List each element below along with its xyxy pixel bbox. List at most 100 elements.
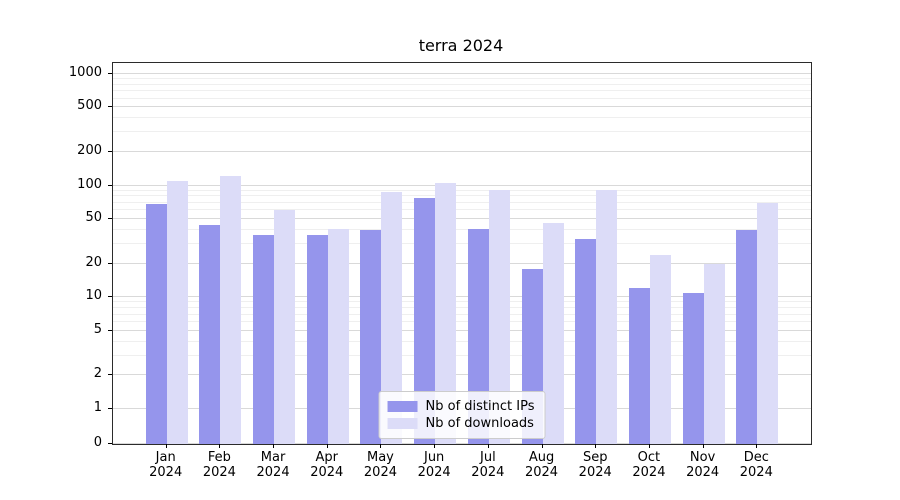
bar-downloads-feb [220,175,242,444]
gridline-minor [113,301,811,303]
gridline-minor [113,229,811,231]
x-tick-mark [273,444,275,448]
bar-downloads-nov [703,263,725,444]
gridline-major [113,374,811,376]
gridline-major [113,72,811,74]
bar-downloads-jun [435,183,457,444]
y-tick-label: 500 [77,98,102,114]
bar-distinct-ips-feb [199,225,221,444]
y-tick-label: 1000 [68,64,102,80]
y-tick-label: 50 [85,210,102,226]
legend-item-downloads: Nb of downloads [387,415,535,432]
x-tick-label: May 2024 [363,450,397,480]
x-tick-mark [487,444,489,448]
plot-area: Nb of distinct IPs Nb of downloads [112,62,812,445]
gridline-minor [113,201,811,203]
y-tick-mark [108,218,112,220]
gridline-major [113,296,811,298]
y-tick-mark [108,262,112,264]
x-tick-label: Feb 2024 [202,450,236,480]
y-tick-mark [108,150,112,152]
bar-distinct-ips-jul [467,228,489,444]
bar-distinct-ips-dec [736,230,758,444]
y-tick-mark [108,443,112,444]
x-tick-mark [756,444,758,448]
y-tick-label: 5 [93,321,102,337]
y-tick-label: 1 [93,400,102,415]
y-tick-mark [108,72,112,74]
gridline-minor [113,307,811,309]
bar-downloads-apr [327,228,349,444]
y-tick-label: 10 [85,288,102,304]
gridline-minor [113,83,811,85]
x-tick-label: Dec 2024 [739,450,773,480]
x-tick-label: Aug 2024 [524,450,559,480]
gridline-minor [113,321,811,323]
x-tick-label: Apr 2024 [310,450,344,480]
bar-distinct-ips-jan [145,204,167,444]
y-tick-mark [108,329,112,331]
bar-downloads-oct [649,254,671,444]
x-tick-mark [219,444,221,448]
x-tick-label: Oct 2024 [632,450,666,480]
y-tick-mark [108,296,112,298]
x-tick-mark [165,444,167,448]
bar-downloads-sep [596,189,618,444]
bar-distinct-ips-mar [253,235,275,444]
y-tick-label: 100 [77,176,102,192]
y-tick-label: 2 [93,366,102,382]
bar-distinct-ips-sep [575,239,597,444]
bar-distinct-ips-oct [628,288,650,444]
x-tick-mark [595,444,597,448]
gridline-minor [113,354,811,356]
gridline-minor [113,340,811,342]
bar-distinct-ips-apr [306,235,328,444]
x-tick-label: Jan 2024 [149,450,183,480]
gridline-major [113,150,811,152]
gridline-minor [113,117,811,119]
x-tick-label: Sep 2024 [578,450,612,480]
bar-downloads-jul [488,189,510,444]
bar-distinct-ips-jun [414,197,436,444]
bar-downloads-dec [757,202,779,444]
gridline-major [113,329,811,331]
gridline-minor [113,209,811,211]
x-tick-mark [326,444,328,448]
gridline-major [113,218,811,220]
gridline-minor [113,242,811,244]
x-tick-mark [648,444,650,448]
y-tick-label: 20 [85,254,102,270]
legend-label-distinct-ips: Nb of distinct IPs [425,399,535,414]
chart-title: terra 2024 [418,36,504,55]
gridline-minor [113,90,811,92]
gridline-minor [113,313,811,315]
y-tick-label: 200 [77,142,102,158]
legend-swatch-distinct-ips [387,401,418,412]
bar-distinct-ips-nov [682,292,704,444]
x-tick-label: Jun 2024 [417,450,451,480]
gridline-minor [113,77,811,79]
legend-swatch-downloads [387,418,418,429]
y-tick-label: 0 [93,435,102,450]
x-tick-mark [434,444,436,448]
bar-downloads-jan [166,180,188,444]
x-tick-mark [541,444,543,448]
gridline-major [113,184,811,186]
bar-downloads-mar [274,210,296,444]
bar-downloads-aug [542,223,564,444]
gridline-minor [113,195,811,197]
gridline-minor [113,189,811,191]
y-tick-mark [108,184,112,186]
x-tick-mark [702,444,704,448]
legend-label-downloads: Nb of downloads [425,416,534,431]
gridline-minor [113,131,811,133]
y-tick-mark [108,408,112,409]
y-tick-mark [108,106,112,108]
x-tick-label: Nov 2024 [686,450,720,480]
x-tick-label: Jul 2024 [471,450,505,480]
gridline-minor [113,97,811,99]
bar-distinct-ips-may [360,230,382,444]
chart-legend: Nb of distinct IPs Nb of downloads [378,391,546,439]
gridline-major [113,262,811,264]
